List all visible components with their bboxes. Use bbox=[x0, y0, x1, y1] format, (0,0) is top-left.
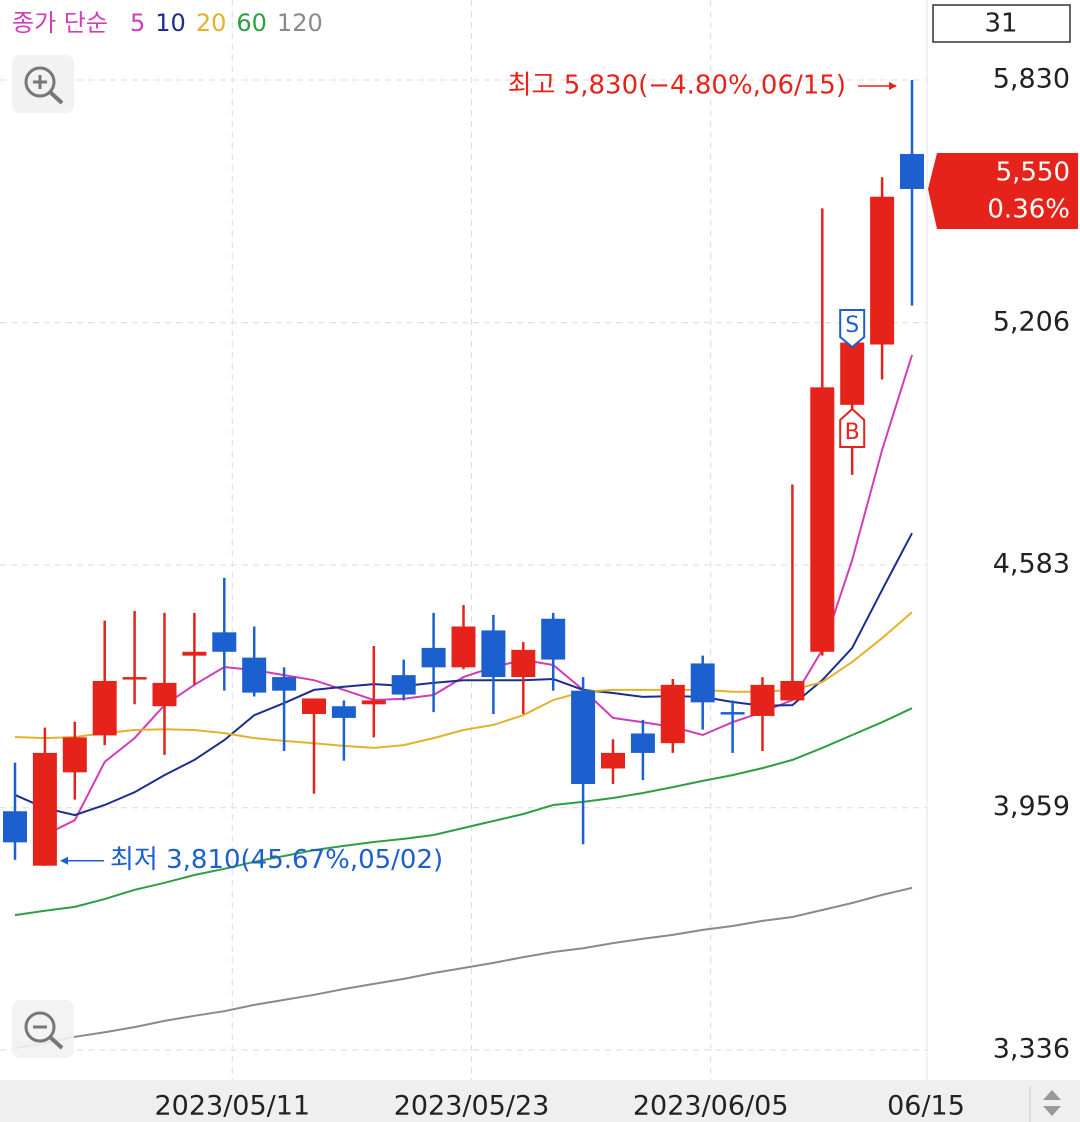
grid bbox=[0, 0, 927, 1080]
candle-body bbox=[750, 684, 775, 716]
y-tick-label: 4,583 bbox=[993, 549, 1070, 580]
candle-body bbox=[840, 342, 865, 405]
signal-buy bbox=[839, 407, 866, 448]
candle-body bbox=[810, 387, 835, 652]
candle-body bbox=[212, 632, 237, 652]
x-tick-label: 2023/05/11 bbox=[154, 1091, 310, 1122]
candle-body bbox=[511, 649, 536, 678]
legend-entry: 120 bbox=[277, 9, 323, 37]
ma-line bbox=[14, 707, 913, 917]
candle-body bbox=[302, 698, 326, 715]
candle-body bbox=[242, 657, 267, 693]
x-axis-band bbox=[0, 1080, 1080, 1122]
candle-body bbox=[92, 680, 117, 736]
candle-body bbox=[630, 733, 655, 753]
signal-label: S bbox=[845, 313, 859, 338]
period-box[interactable] bbox=[932, 4, 1071, 43]
signal-label: B bbox=[845, 420, 860, 445]
candle-body bbox=[182, 651, 207, 656]
scroll-arrows[interactable] bbox=[1029, 1086, 1061, 1122]
zoom-out[interactable] bbox=[12, 1000, 74, 1058]
candle-body bbox=[601, 752, 625, 769]
x-tick-label: 2023/05/23 bbox=[394, 1091, 550, 1122]
candle-body bbox=[870, 196, 895, 345]
candle-body bbox=[152, 682, 177, 707]
y-tick-label: 5,830 bbox=[993, 64, 1070, 95]
y-tick-label: 5,206 bbox=[993, 306, 1070, 337]
candle-body bbox=[122, 677, 147, 680]
price-tag bbox=[928, 152, 1078, 229]
overlay: 5,550 0.36% 최고 5,830(−4.80%,06/15) 최저 3,810… bbox=[60, 71, 1078, 875]
x-tick-label: 2023/06/05 bbox=[633, 1091, 789, 1122]
high-annotation: 최고 5,830(−4.80%,06/15) bbox=[508, 71, 846, 101]
zoom-in[interactable] bbox=[12, 55, 74, 113]
candle-body bbox=[361, 700, 386, 705]
candle-body bbox=[571, 690, 596, 785]
y-tick-label: 3,959 bbox=[993, 791, 1070, 822]
candle-body bbox=[272, 677, 297, 691]
high-arrow-head bbox=[889, 82, 897, 91]
x-tick-label: 06/15 bbox=[887, 1091, 965, 1122]
legend-entry: 20 bbox=[196, 9, 227, 37]
legend-entry: 10 bbox=[155, 9, 186, 37]
candle-body bbox=[32, 752, 57, 866]
signal-sell bbox=[839, 309, 866, 349]
legend-entry: 5 bbox=[130, 9, 145, 37]
candle-body bbox=[690, 663, 715, 703]
candle-body bbox=[481, 630, 506, 678]
candle-body bbox=[421, 647, 446, 668]
candle-body bbox=[900, 153, 924, 189]
price-tag-change: 0.36% bbox=[987, 194, 1070, 224]
price-tag-label: 5,550 bbox=[996, 157, 1070, 187]
candle-body bbox=[541, 618, 566, 660]
low-arrow-head bbox=[60, 856, 68, 865]
candle-body bbox=[780, 680, 805, 701]
candle-body bbox=[720, 712, 745, 715]
candle-body bbox=[660, 684, 685, 744]
candle-body bbox=[451, 626, 476, 668]
low-annotation: 최저 3,810(45.67%,05/02) bbox=[110, 845, 443, 875]
candle-body bbox=[62, 737, 87, 773]
legend-entry: 60 bbox=[236, 9, 267, 37]
period-label[interactable]: 31 bbox=[984, 9, 1017, 39]
marks bbox=[3, 80, 924, 1050]
ma-line bbox=[14, 886, 913, 1050]
legend-title: 종가 단순 bbox=[12, 9, 108, 37]
candle-body bbox=[391, 675, 416, 695]
y-tick-label: 3,336 bbox=[993, 1034, 1070, 1065]
candle-body bbox=[3, 811, 27, 843]
candle-body bbox=[331, 706, 356, 718]
